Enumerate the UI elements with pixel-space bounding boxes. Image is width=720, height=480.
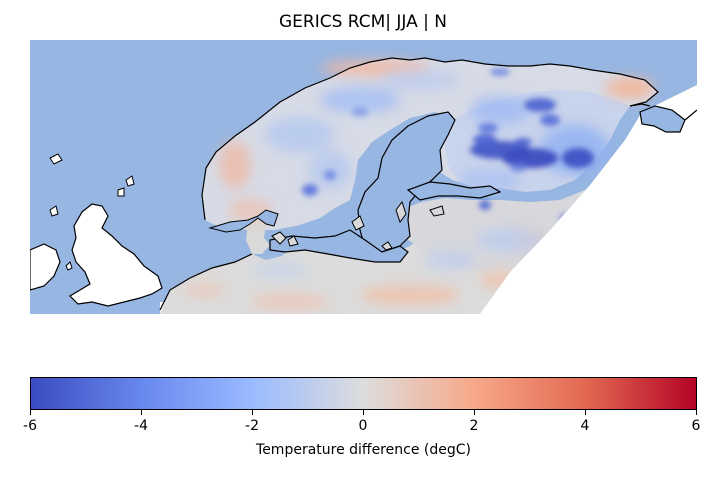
gulf-of-finland [406, 181, 502, 201]
south-baltic [269, 229, 409, 263]
tick-label: 0 [358, 418, 368, 434]
tick-mark [696, 410, 697, 415]
cool-anomalies [252, 70, 610, 278]
outside-domain [480, 85, 697, 314]
tick-label: -4 [134, 418, 148, 434]
land-denmark [246, 216, 270, 254]
tick-label: -6 [23, 418, 37, 434]
tick-mark [474, 410, 475, 415]
white-sea [639, 105, 686, 133]
great-britain [69, 203, 163, 307]
tick-mark [363, 410, 364, 415]
colorbar [30, 377, 697, 410]
gotland [395, 200, 407, 224]
saaremaa [429, 205, 445, 217]
danish-islands [271, 215, 393, 251]
strong-cold-spots [302, 68, 594, 249]
temperature-map [30, 40, 697, 314]
tick-mark [141, 410, 142, 415]
tick-mark [585, 410, 586, 415]
chart-title: GERICS RCM| JJA | N [278, 12, 448, 32]
north-sea-islands [49, 153, 135, 217]
tick-mark [30, 410, 31, 415]
isle-of-man [65, 261, 73, 271]
coastlines [159, 57, 697, 311]
colorbar-ticks: -6 -4 -2 0 2 4 6 [23, 410, 700, 440]
baltic-sea [357, 111, 456, 253]
tick-label: 2 [469, 418, 479, 434]
skagerrak [208, 209, 279, 233]
tick-mark [252, 410, 253, 415]
ireland [30, 243, 61, 291]
tick-label: 4 [580, 418, 590, 434]
tick-label: -2 [245, 418, 259, 434]
tick-label: 6 [691, 418, 701, 434]
colorbar-label: Temperature difference (degC) [256, 442, 471, 458]
